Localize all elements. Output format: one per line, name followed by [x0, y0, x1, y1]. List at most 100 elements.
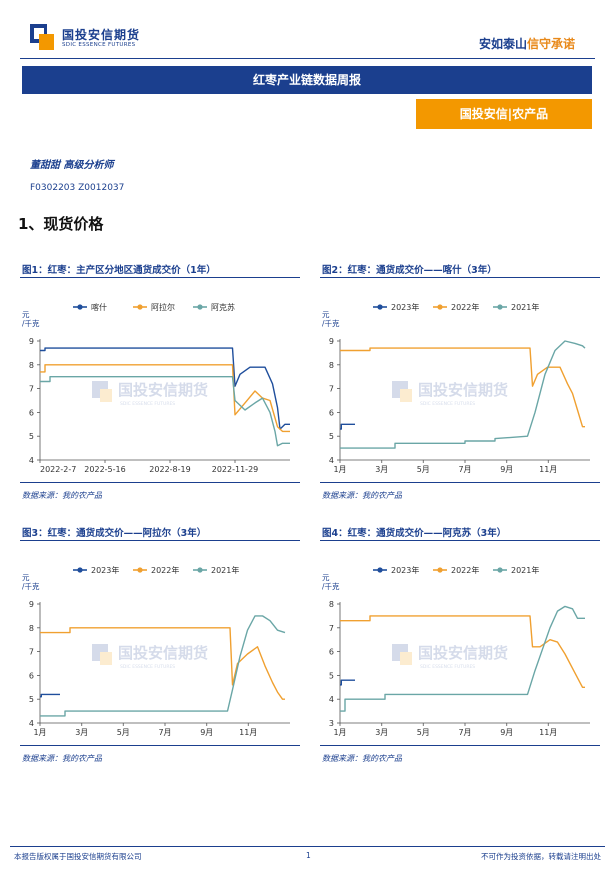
x-tick-label: 7月: [458, 465, 471, 474]
figure-1-bottom-rule: [20, 482, 300, 483]
y-tick-label: 5: [29, 432, 34, 441]
figure-1-source: 数据来源：我的农产品: [22, 491, 102, 500]
figure-3-source: 数据来源：我的农产品: [22, 754, 102, 763]
x-tick-label: 1月: [333, 465, 346, 474]
series-line-0: [340, 679, 355, 686]
figure-3-bottom-rule: [20, 745, 300, 746]
y-tick-label: 6: [29, 408, 34, 417]
legend-label-2: 2021年: [511, 302, 539, 312]
legend-marker-1: [437, 304, 443, 310]
watermark-logo-icon-accent: [100, 389, 112, 402]
watermark-logo-icon: [392, 644, 408, 661]
watermark-text: 国投安信期货: [418, 381, 508, 399]
y-tick-label: 4: [329, 456, 334, 465]
y-tick-label: 9: [29, 337, 34, 346]
logo-text-en: SDIC ESSENCE FUTURES: [62, 42, 136, 48]
watermark-logo-icon: [92, 644, 108, 661]
figure-4-bottom-rule: [320, 745, 600, 746]
series-line-2: [340, 605, 585, 712]
footer-copyright: 本报告版权属于国投安信期货有限公司: [14, 852, 142, 861]
y-tick-label: 8: [29, 361, 34, 370]
y-tick-label: 6: [329, 648, 334, 657]
analyst-name: 董甜甜 高级分析师: [30, 160, 114, 171]
x-tick-label: 9月: [500, 465, 513, 474]
y-axis-label: /千克: [322, 581, 340, 591]
figure-2-rule: [320, 277, 600, 278]
x-tick-label: 7月: [158, 728, 171, 737]
watermark-text-en: SDIC ESSENCE FUTURES: [120, 401, 175, 407]
watermark-logo-icon-accent: [100, 652, 112, 665]
watermark: 国投安信期货 SDIC ESSENCE FUTURES: [92, 381, 208, 407]
x-tick-label: 7月: [458, 728, 471, 737]
x-tick-label: 2022-2-7: [40, 465, 76, 474]
y-axis-label: 元: [22, 573, 30, 582]
y-tick-label: 5: [29, 695, 34, 704]
legend-label-1: 2022年: [451, 565, 479, 575]
series-line-0: [340, 423, 355, 430]
x-tick-label: 9月: [200, 728, 213, 737]
x-tick-label: 5月: [117, 728, 130, 737]
legend-label-0: 喀什: [91, 302, 107, 312]
category-tag: 国投安信|农产品: [416, 99, 592, 129]
footer-divider: [10, 846, 605, 847]
y-tick-label: 7: [329, 385, 334, 394]
legend-marker-2: [497, 304, 503, 310]
company-logo-mark: [30, 24, 54, 50]
header-divider: [20, 58, 595, 59]
y-axis-label: 元: [322, 573, 330, 582]
figure-3-rule: [20, 540, 300, 541]
watermark-logo-icon: [392, 381, 408, 398]
x-tick-label: 3月: [375, 465, 388, 474]
legend-label-2: 2021年: [511, 565, 539, 575]
y-tick-label: 8: [329, 361, 334, 370]
y-axis-label: /千克: [322, 318, 340, 328]
legend-marker-1: [137, 304, 143, 310]
y-axis-label: 元: [22, 310, 30, 319]
watermark: 国投安信期货 SDIC ESSENCE FUTURES: [392, 644, 508, 670]
legend-marker-2: [497, 567, 503, 573]
y-axis-label: /千克: [22, 581, 40, 591]
x-tick-label: 2022-5-16: [84, 465, 125, 474]
series-line-2: [40, 375, 290, 447]
y-tick-label: 4: [329, 695, 334, 704]
watermark-logo-icon-accent: [400, 652, 412, 665]
y-tick-label: 3: [329, 719, 334, 728]
page-number: 1: [306, 851, 311, 860]
y-tick-label: 6: [329, 408, 334, 417]
y-tick-label: 7: [29, 648, 34, 657]
legend-marker-0: [77, 304, 83, 310]
series-line-0: [40, 693, 60, 698]
legend-marker-1: [137, 567, 143, 573]
x-tick-label: 3月: [75, 728, 88, 737]
legend-marker-1: [437, 567, 443, 573]
logo-text-cn: 国投安信期货: [62, 28, 141, 42]
watermark-text: 国投安信期货: [418, 644, 508, 662]
x-tick-label: 11月: [539, 465, 557, 474]
legend-label-0: 2023年: [391, 302, 419, 312]
legend-marker-0: [377, 567, 383, 573]
y-axis-label: /千克: [22, 318, 40, 328]
x-tick-label: 2022-11-29: [212, 465, 259, 474]
slogan-part-2: 信守承诺: [526, 37, 575, 51]
figure-2-source: 数据来源：我的农产品: [322, 491, 402, 500]
y-axis-label: 元: [322, 310, 330, 319]
y-tick-label: 4: [29, 719, 34, 728]
figure-2-title: 图2：红枣：通货成交价——喀什（3年）: [322, 265, 497, 276]
legend-label-1: 2022年: [151, 565, 179, 575]
figure-3-title: 图3：红枣：通货成交价——阿拉尔（3年）: [22, 528, 207, 539]
watermark-text-en: SDIC ESSENCE FUTURES: [420, 664, 475, 670]
series-line-1: [40, 364, 290, 433]
x-tick-label: 2022-8-19: [149, 465, 190, 474]
footer-disclaimer: 不可作为投资依据，转载请注明出处: [481, 852, 601, 861]
y-tick-label: 9: [329, 337, 334, 346]
series-line-1: [40, 627, 285, 700]
series-line-2: [340, 340, 586, 449]
figure-1-title: 图1：红枣：主产区分地区通货成交价（1年）: [22, 265, 216, 276]
watermark: 国投安信期货 SDIC ESSENCE FUTURES: [92, 644, 208, 670]
legend-label-1: 阿拉尔: [151, 302, 175, 312]
y-tick-label: 7: [29, 385, 34, 394]
x-tick-label: 11月: [239, 728, 257, 737]
figure-4-title: 图4：红枣：通货成交价——阿克苏（3年）: [322, 528, 507, 539]
watermark: 国投安信期货 SDIC ESSENCE FUTURES: [392, 381, 508, 407]
y-tick-label: 5: [329, 671, 334, 680]
